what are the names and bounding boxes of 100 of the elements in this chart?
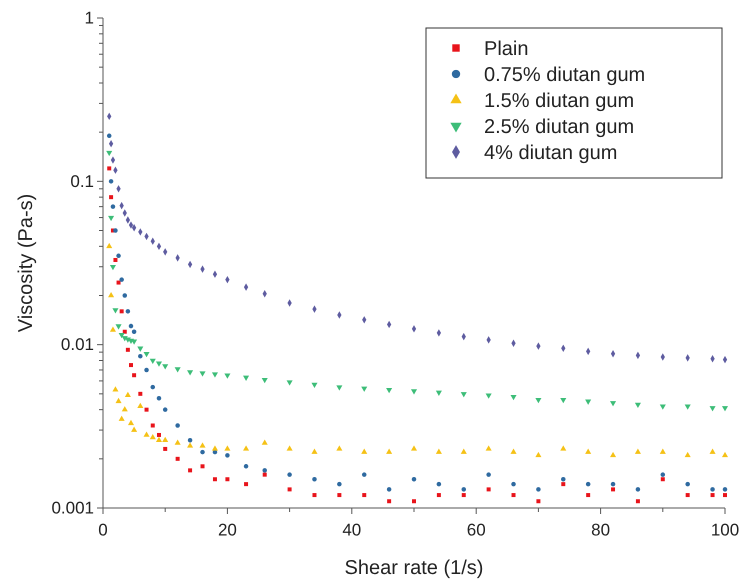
y-tick-label: 0.01 xyxy=(60,335,94,354)
point xyxy=(312,493,316,498)
point xyxy=(119,277,124,282)
point xyxy=(722,406,728,412)
point xyxy=(118,416,125,421)
point xyxy=(337,482,342,486)
legend-label: 0.75% diutan gum xyxy=(484,64,646,86)
point xyxy=(124,392,131,398)
point xyxy=(138,392,142,396)
point xyxy=(510,394,517,400)
point xyxy=(722,487,728,492)
point xyxy=(225,453,230,458)
point xyxy=(410,389,418,395)
point xyxy=(336,445,342,451)
point xyxy=(262,468,267,473)
point xyxy=(137,402,144,408)
point xyxy=(128,324,134,328)
point xyxy=(156,396,162,400)
point xyxy=(128,363,133,368)
point xyxy=(462,487,466,492)
point xyxy=(144,431,150,437)
point xyxy=(128,420,134,426)
point xyxy=(174,367,181,372)
x-axis-title: Shear rate (1/s) xyxy=(344,557,484,579)
point xyxy=(150,358,156,364)
point xyxy=(362,472,366,477)
point xyxy=(311,448,318,454)
point xyxy=(486,472,491,477)
point xyxy=(535,398,542,404)
point xyxy=(412,476,416,482)
point xyxy=(174,439,181,445)
point xyxy=(116,324,122,330)
point xyxy=(106,242,112,248)
point xyxy=(175,423,180,428)
point xyxy=(361,386,368,392)
point xyxy=(634,448,641,454)
point xyxy=(199,442,206,448)
point xyxy=(486,394,492,399)
point xyxy=(436,493,441,498)
point xyxy=(436,448,442,454)
point xyxy=(138,354,143,358)
point xyxy=(710,493,715,498)
point xyxy=(116,398,122,404)
point xyxy=(586,493,590,498)
point xyxy=(162,407,168,412)
point xyxy=(106,150,112,156)
point xyxy=(176,456,180,461)
point xyxy=(660,477,665,482)
point xyxy=(113,228,118,233)
point xyxy=(137,346,144,352)
point xyxy=(636,487,640,492)
point xyxy=(586,482,590,486)
point xyxy=(610,401,616,406)
point xyxy=(723,493,727,498)
point xyxy=(126,309,130,314)
point xyxy=(286,380,293,386)
point xyxy=(188,438,192,442)
point xyxy=(536,499,540,504)
point xyxy=(150,434,156,440)
point xyxy=(110,264,116,270)
point xyxy=(436,390,442,396)
y-tick-label: 1 xyxy=(84,8,94,28)
point xyxy=(224,445,230,451)
point xyxy=(535,452,542,458)
point xyxy=(122,330,127,334)
point xyxy=(110,326,116,332)
point xyxy=(132,373,136,378)
point xyxy=(262,439,268,445)
point xyxy=(610,452,616,458)
point xyxy=(560,445,566,451)
point xyxy=(156,436,162,442)
point xyxy=(212,445,218,451)
point xyxy=(685,482,690,486)
point xyxy=(511,482,516,486)
point xyxy=(386,487,392,492)
point xyxy=(150,423,155,428)
point xyxy=(187,442,194,448)
point xyxy=(243,376,250,381)
point xyxy=(386,448,392,454)
y-tick-label: 0.1 xyxy=(70,172,94,191)
point xyxy=(486,487,491,492)
point xyxy=(126,348,130,352)
point xyxy=(244,482,248,486)
point xyxy=(710,448,716,454)
point xyxy=(337,493,342,498)
point xyxy=(710,487,715,492)
point xyxy=(387,499,392,504)
point xyxy=(225,477,230,482)
point xyxy=(660,472,666,477)
point xyxy=(243,445,250,451)
point xyxy=(312,476,317,482)
point xyxy=(686,493,690,498)
point xyxy=(224,373,230,379)
point xyxy=(116,280,121,285)
point xyxy=(144,368,149,372)
point xyxy=(585,448,592,454)
point xyxy=(131,426,138,432)
x-tick-label: 20 xyxy=(218,520,237,540)
point xyxy=(561,476,566,482)
point xyxy=(108,292,114,298)
